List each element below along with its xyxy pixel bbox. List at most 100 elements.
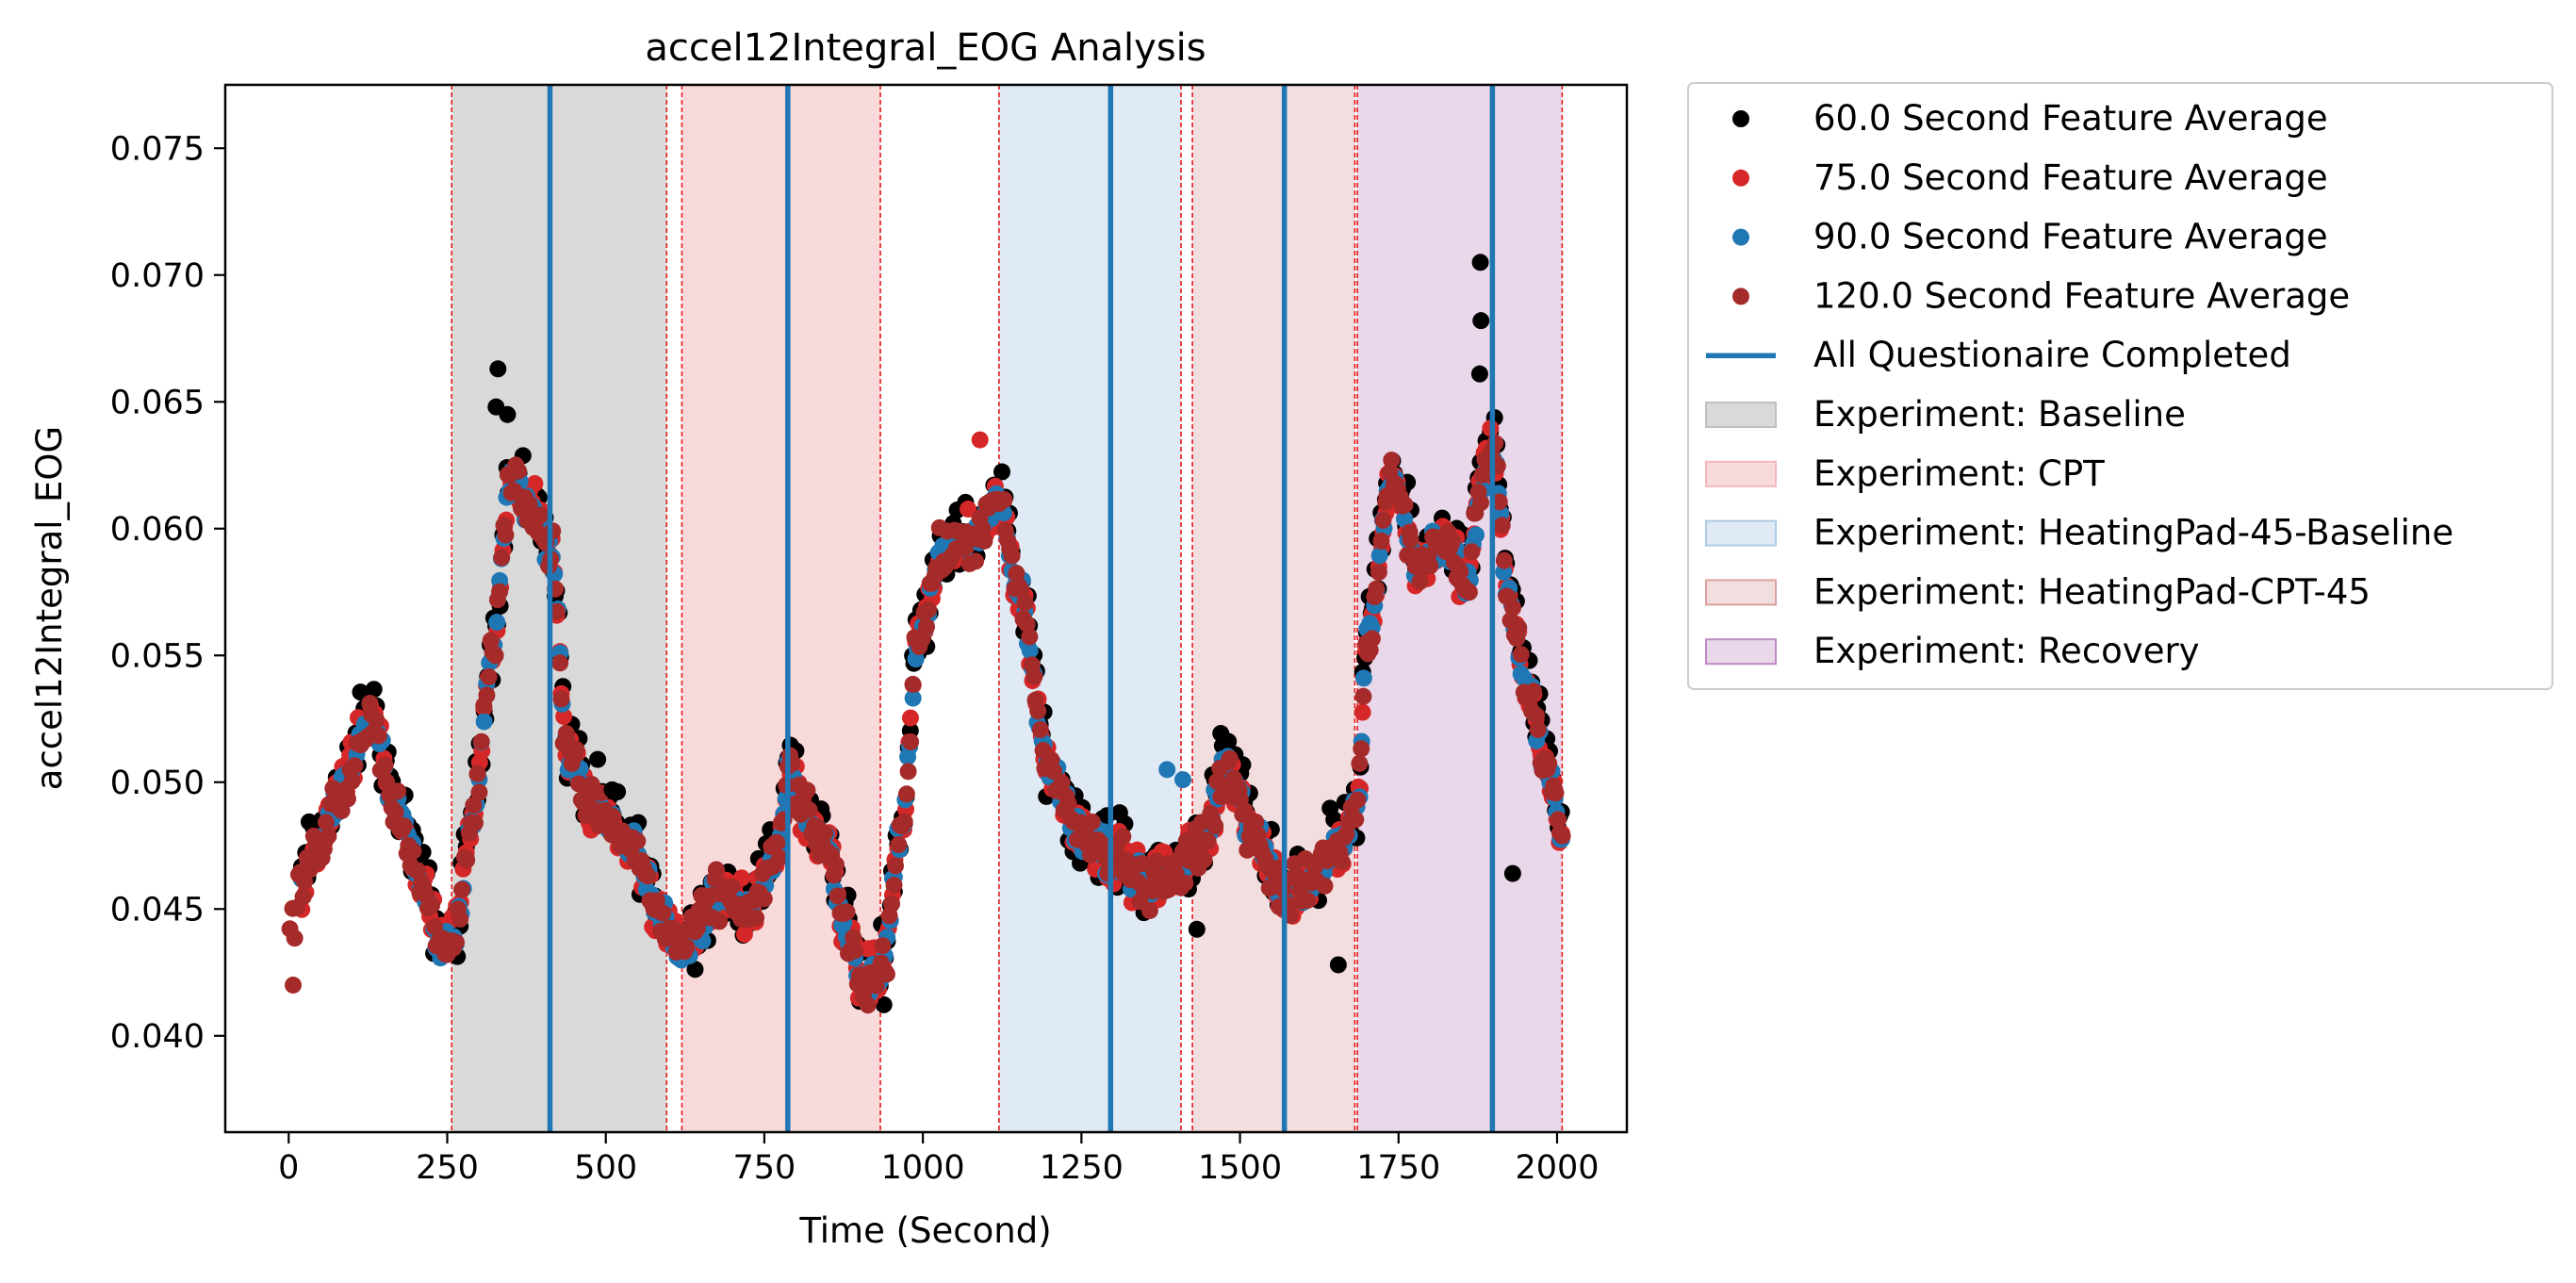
data-point bbox=[551, 654, 569, 672]
chart-title: accel12Integral_EOG Analysis bbox=[645, 26, 1206, 70]
data-point bbox=[294, 888, 312, 906]
data-point bbox=[1176, 874, 1194, 892]
data-point bbox=[1529, 720, 1547, 738]
legend-item: Experiment: HeatingPad-CPT-45 bbox=[1705, 571, 2371, 612]
legend-label: 120.0 Second Feature Average bbox=[1813, 275, 2350, 316]
data-point bbox=[1199, 832, 1217, 850]
data-point bbox=[1316, 877, 1334, 895]
data-point bbox=[845, 942, 863, 960]
data-point bbox=[1550, 811, 1567, 829]
legend-marker bbox=[1732, 169, 1749, 187]
legend-patch bbox=[1705, 519, 1777, 547]
data-point bbox=[488, 614, 506, 632]
data-point bbox=[1512, 646, 1530, 664]
data-point bbox=[768, 833, 786, 851]
data-point bbox=[404, 842, 422, 860]
data-point bbox=[1372, 532, 1390, 550]
data-point bbox=[827, 856, 845, 874]
data-point bbox=[1021, 641, 1039, 659]
data-point bbox=[338, 790, 356, 808]
data-point bbox=[798, 781, 816, 799]
data-point bbox=[548, 602, 566, 620]
data-point bbox=[315, 840, 333, 858]
data-point bbox=[735, 926, 753, 944]
y-tick-label: 0.075 bbox=[110, 130, 205, 168]
data-point bbox=[1031, 720, 1049, 738]
y-axis: 0.040 0.045 0.050 0.055 0.060 0.065 0.070 0.075 bbox=[110, 130, 225, 1056]
data-point bbox=[486, 647, 504, 665]
x-tick-label: 1250 bbox=[1040, 1149, 1124, 1187]
data-point bbox=[895, 813, 913, 831]
data-point bbox=[1206, 817, 1224, 835]
data-point bbox=[1486, 435, 1504, 452]
data-point bbox=[1021, 628, 1039, 646]
data-point bbox=[993, 463, 1011, 481]
data-point bbox=[1411, 572, 1429, 590]
data-point bbox=[510, 462, 528, 480]
x-tick-label: 1000 bbox=[881, 1149, 965, 1187]
data-point bbox=[1114, 828, 1132, 846]
data-point bbox=[1528, 707, 1546, 725]
legend-box bbox=[1687, 82, 2553, 690]
data-point bbox=[1396, 510, 1414, 528]
data-point bbox=[1133, 855, 1151, 873]
data-point bbox=[458, 851, 476, 869]
data-point bbox=[1374, 511, 1392, 529]
data-point bbox=[552, 690, 570, 708]
data-point bbox=[478, 686, 496, 704]
x-tick-label: 500 bbox=[574, 1149, 637, 1187]
data-point bbox=[1510, 618, 1528, 636]
data-point bbox=[1236, 802, 1254, 820]
legend-label: Experiment: Recovery bbox=[1813, 631, 2200, 671]
legend-marker bbox=[1732, 228, 1749, 246]
legend-label: 90.0 Second Feature Average bbox=[1813, 217, 2328, 257]
data-point-outlier bbox=[489, 360, 507, 378]
data-point bbox=[1003, 547, 1021, 565]
data-point bbox=[1396, 496, 1414, 514]
data-point bbox=[816, 824, 834, 842]
legend-item: Experiment: CPT bbox=[1705, 453, 2105, 494]
data-point bbox=[711, 913, 729, 930]
data-point bbox=[1059, 795, 1077, 813]
data-point bbox=[369, 727, 387, 745]
data-point bbox=[859, 996, 877, 1014]
data-point bbox=[890, 836, 908, 854]
data-point bbox=[343, 772, 361, 790]
data-point bbox=[1444, 533, 1462, 551]
data-point bbox=[1493, 517, 1511, 535]
data-point bbox=[1490, 493, 1508, 511]
x-tick-label: 250 bbox=[416, 1149, 479, 1187]
legend-patch bbox=[1705, 579, 1777, 606]
data-point bbox=[451, 910, 469, 928]
data-point bbox=[1370, 547, 1388, 565]
data-point bbox=[1368, 580, 1386, 598]
data-point bbox=[878, 965, 895, 983]
data-point bbox=[904, 689, 922, 707]
data-point bbox=[386, 803, 404, 821]
data-point bbox=[555, 708, 573, 726]
legend-patch bbox=[1705, 402, 1777, 428]
data-point bbox=[1525, 683, 1543, 700]
data-point bbox=[1195, 851, 1213, 869]
data-point bbox=[1463, 543, 1481, 561]
x-axis-label: Time (Second) bbox=[798, 1210, 1051, 1251]
data-point bbox=[1353, 740, 1370, 758]
data-point-outlier bbox=[971, 431, 989, 449]
data-point bbox=[976, 532, 993, 550]
data-point bbox=[755, 890, 773, 908]
data-point bbox=[747, 909, 765, 927]
data-point bbox=[395, 817, 413, 835]
data-point bbox=[1460, 584, 1478, 601]
x-tick-label: 1750 bbox=[1356, 1149, 1440, 1187]
data-point-outlier bbox=[499, 405, 517, 423]
span-4 bbox=[1357, 85, 1563, 1132]
data-point bbox=[1016, 594, 1034, 612]
legend-label: Experiment: HeatingPad-CPT-45 bbox=[1813, 571, 2371, 612]
data-point bbox=[1083, 813, 1101, 831]
data-point bbox=[1547, 784, 1565, 802]
data-point bbox=[1468, 526, 1485, 544]
data-point bbox=[800, 801, 818, 819]
data-point bbox=[286, 929, 304, 947]
data-point-outlier bbox=[284, 976, 302, 994]
data-point bbox=[1220, 732, 1238, 750]
